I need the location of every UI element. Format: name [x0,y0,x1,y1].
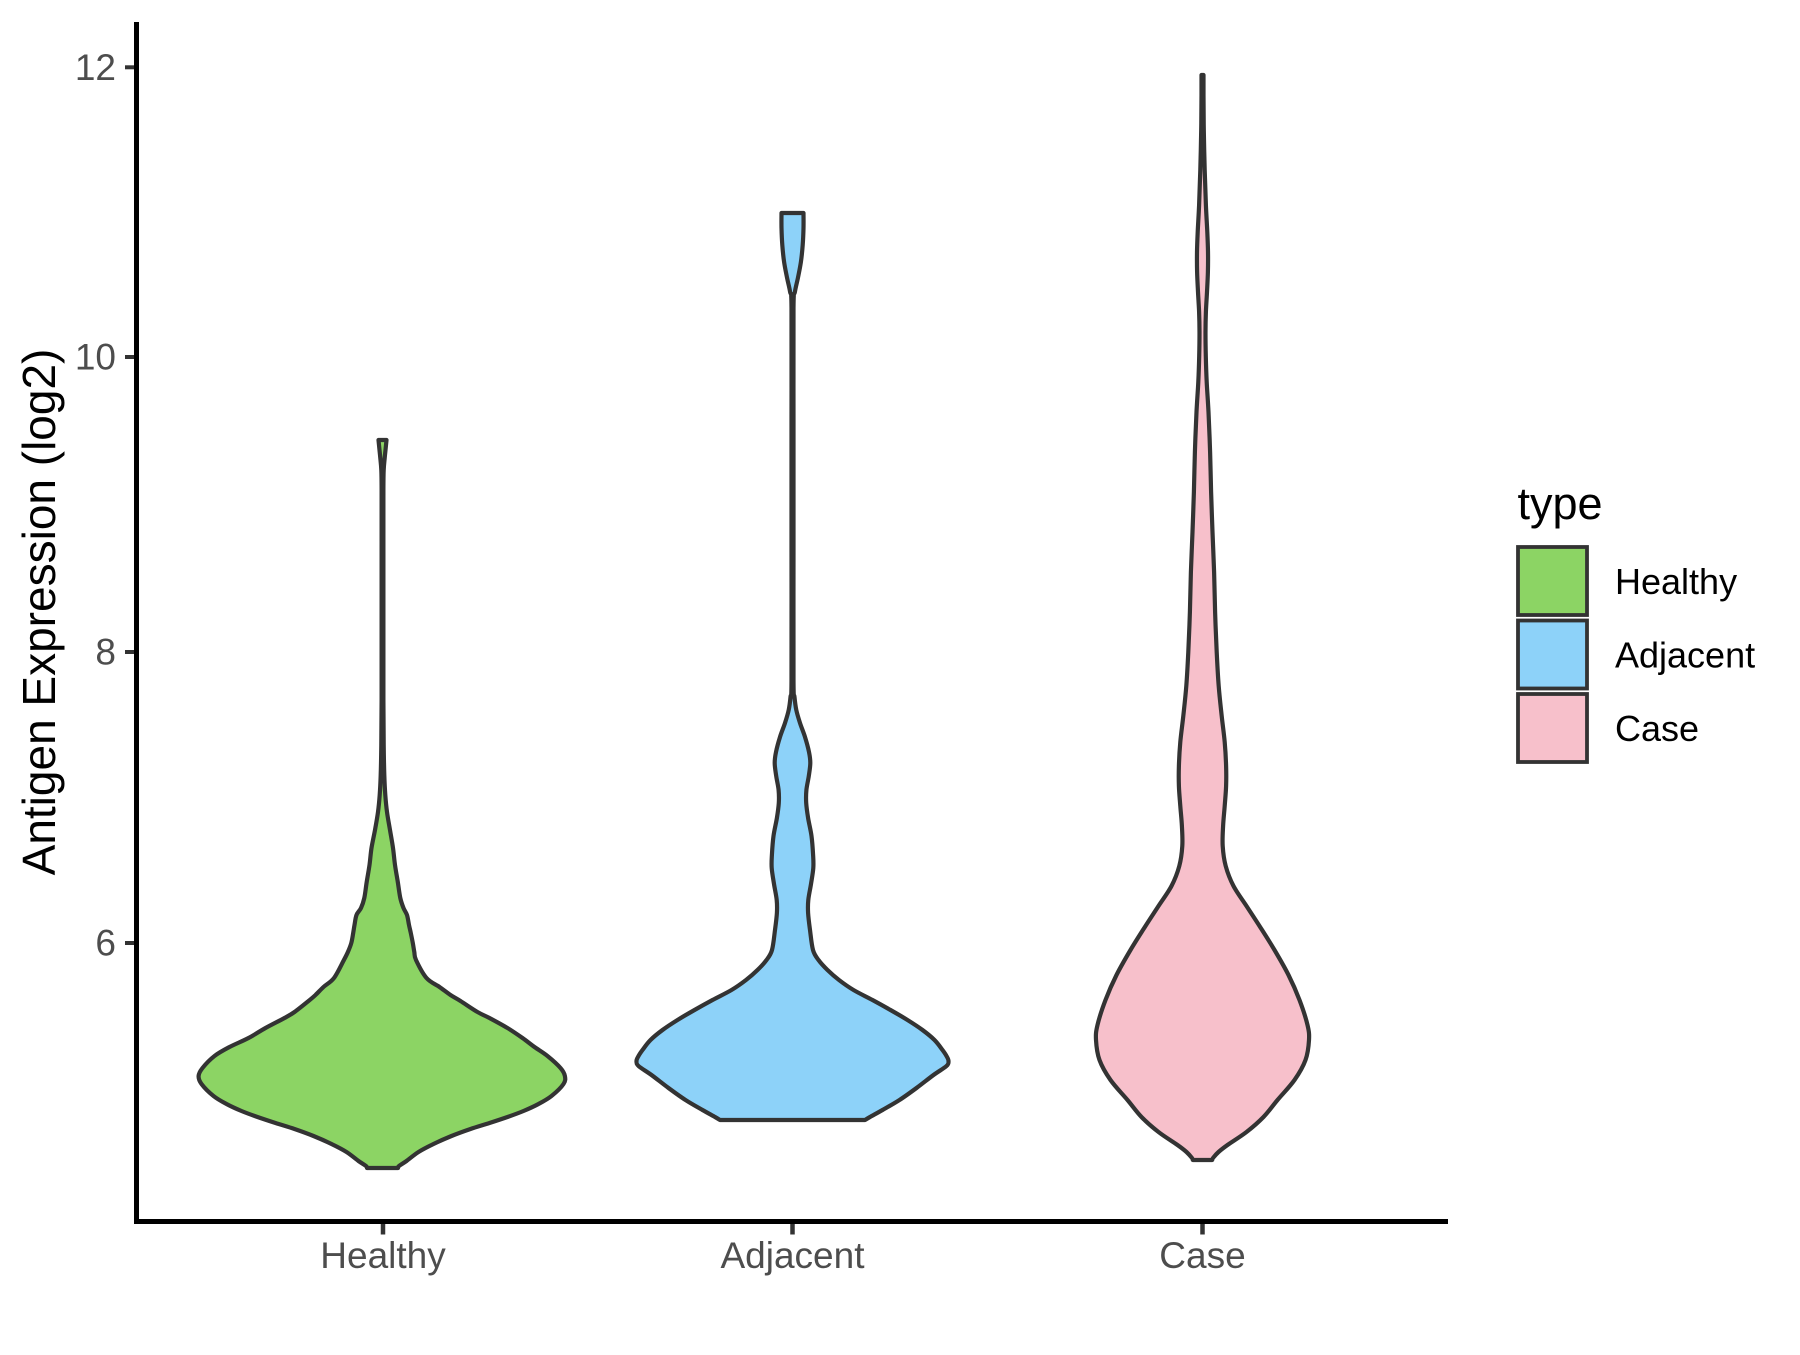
svg-text:Healthy: Healthy [320,1235,446,1276]
svg-text:Adjacent: Adjacent [721,1235,866,1276]
svg-text:Antigen Expression (log2): Antigen Expression (log2) [13,349,65,876]
svg-text:Healthy: Healthy [1615,561,1737,602]
svg-text:6: 6 [95,923,116,964]
svg-text:type: type [1518,478,1603,529]
svg-text:8: 8 [95,632,116,673]
svg-text:Case: Case [1159,1235,1245,1276]
svg-text:10: 10 [75,337,116,378]
svg-text:Adjacent: Adjacent [1615,635,1755,676]
svg-text:12: 12 [75,47,116,88]
svg-text:Case: Case [1615,708,1699,749]
